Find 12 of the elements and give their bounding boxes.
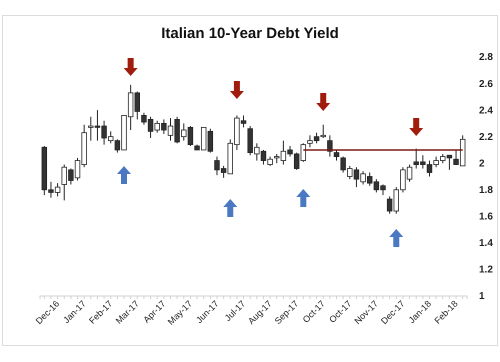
y-tick-label: 1.2 — [479, 264, 494, 276]
y-tick-label: 2.2 — [479, 132, 494, 143]
y-tick-label: 1.6 — [479, 212, 494, 223]
y-tick-label: 1 — [479, 291, 485, 302]
chart-title: Italian 10-Year Debt Yield — [161, 25, 339, 42]
y-tick-label: 1.8 — [479, 184, 494, 196]
y-tick-label: 2.8 — [479, 52, 494, 64]
y-tick-label: 2 — [479, 158, 485, 170]
y-tick-label: 2.4 — [479, 105, 494, 116]
candlestick — [334, 149, 340, 162]
y-tick-label: 1.4 — [479, 238, 494, 250]
y-tick-label: 2.6 — [479, 78, 494, 90]
